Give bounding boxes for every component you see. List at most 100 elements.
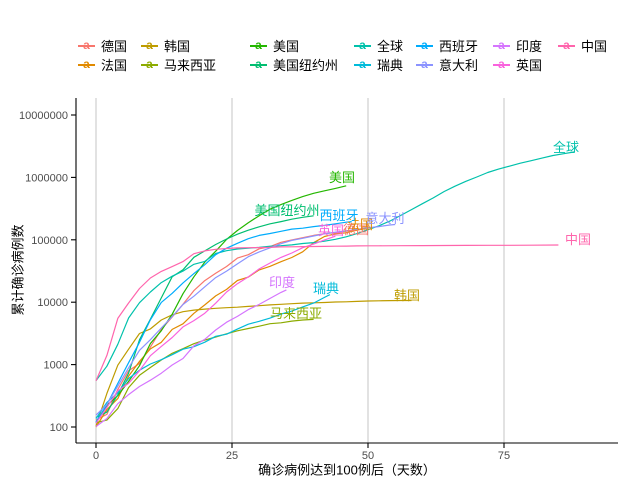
y-tick-label-100: 100: [50, 422, 68, 434]
series-label-china: 中国: [565, 232, 591, 247]
series-line-germany: [95, 229, 358, 421]
x-tick-label-25: 25: [226, 450, 238, 462]
legend-key-italy: a: [416, 57, 433, 72]
legend-key-spain: a: [416, 38, 433, 53]
legend-key-glyph: a: [498, 38, 505, 52]
y-tick-label-1000: 1000: [44, 360, 68, 372]
series-label-malaysia: 马来西亚: [270, 306, 322, 321]
series-line-malaysia: [95, 318, 314, 424]
series-label-global: 全球: [553, 140, 579, 155]
series-line-south-korea: [95, 299, 412, 427]
legend-key-france: a: [78, 57, 95, 72]
legend-label-uk: 英国: [516, 58, 543, 73]
legend-label-us-new-york: 美国纽约州: [273, 58, 339, 73]
legend-item-sweden: a 瑞典: [354, 55, 404, 73]
series-label-south-korea: 韩国: [394, 288, 420, 303]
x-axis-title: 确诊病例达到100例后（天数）: [258, 462, 436, 478]
legend-key-glyph: a: [359, 38, 366, 52]
legend-key-line: [354, 64, 371, 66]
x-tick-label-75: 75: [498, 450, 510, 462]
legend-key-glyph: a: [421, 57, 428, 71]
legend-label-china: 中国: [581, 39, 608, 54]
legend-label-usa: 美国: [273, 39, 300, 54]
legend-item-france: a 法国: [78, 55, 128, 73]
series-label-sweden: 瑞典: [313, 281, 339, 296]
legend-key-line: [250, 64, 267, 66]
legend-label-italy: 意大利: [439, 58, 479, 73]
legend-label-malaysia: 马来西亚: [164, 58, 217, 73]
legend-item-malaysia: a 马来西亚: [141, 55, 217, 73]
y-tick-label-10000000: 10000000: [19, 110, 68, 122]
legend-key-line: [250, 45, 267, 47]
legend-key-glyph: a: [255, 57, 262, 71]
legend-key-line: [416, 45, 433, 47]
legend-key-malaysia: a: [141, 57, 158, 72]
legend-key-line: [558, 45, 575, 47]
series-line-china: [95, 244, 559, 382]
legend-key-line: [141, 64, 158, 66]
legend-key-line: [78, 64, 95, 66]
legend-label-france: 法国: [101, 58, 128, 73]
legend-label-germany: 德国: [101, 39, 128, 54]
series-line-italy: [95, 223, 396, 416]
y-axis-title: 累计确诊病例数: [10, 224, 26, 316]
series-line-usa: [95, 185, 347, 423]
legend-key-uk: a: [493, 57, 510, 72]
legend-label-global: 全球: [377, 39, 404, 54]
legend-key-glyph: a: [146, 57, 153, 71]
x-tick-label-0: 0: [93, 450, 99, 462]
legend-item-italy: a 意大利: [416, 55, 479, 73]
series-line-france: [95, 228, 363, 428]
legend-key-glyph: a: [255, 38, 262, 52]
legend-key-line: [354, 45, 371, 47]
legend-key-glyph: a: [498, 57, 505, 71]
legend-key-line: [78, 45, 95, 47]
y-tick-label-1000000: 1000000: [25, 172, 68, 184]
legend-item-south-korea: a 韩国: [141, 36, 191, 54]
legend-label-india: 印度: [516, 39, 543, 54]
legend-key-line: [493, 45, 510, 47]
series-label-spain: 西班牙: [319, 208, 358, 223]
legend-label-spain: 西班牙: [439, 39, 479, 54]
series-label-france: 法国: [347, 217, 373, 232]
legend-key-sweden: a: [354, 57, 371, 72]
legend-key-glyph: a: [563, 38, 570, 52]
legend-key-glyph: a: [146, 38, 153, 52]
legend-key-china: a: [558, 38, 575, 53]
legend-item-germany: a 德国: [78, 36, 128, 54]
legend-item-usa: a 美国: [250, 36, 300, 54]
series-label-us-new-york: 美国纽约州: [254, 203, 319, 218]
series-label-italy: 意大利: [365, 211, 404, 226]
series-line-uk: [95, 235, 336, 424]
legend-key-glyph: a: [359, 57, 366, 71]
legend-key-india: a: [493, 38, 510, 53]
legend-item-china: a 中国: [558, 36, 608, 54]
legend-item-us-new-york: a 美国纽约州: [250, 55, 339, 73]
series-label-germany: 德国: [343, 222, 369, 237]
series-line-global: [95, 151, 575, 381]
series-line-sweden: [95, 294, 331, 419]
legend-key-global: a: [354, 38, 371, 53]
legend-item-global: a 全球: [354, 36, 404, 54]
legend-label-sweden: 瑞典: [377, 58, 404, 73]
series-label-india: 印度: [269, 275, 295, 290]
series-label-usa: 美国: [329, 170, 355, 185]
legend-key-glyph: a: [83, 38, 90, 52]
legend-key-us-new-york: a: [250, 57, 267, 72]
legend-key-glyph: a: [421, 38, 428, 52]
legend-key-line: [493, 64, 510, 66]
legend-key-germany: a: [78, 38, 95, 53]
legend-key-line: [416, 64, 433, 66]
y-tick-label-10000: 10000: [37, 297, 68, 309]
x-tick-label-50: 50: [362, 450, 374, 462]
series-line-india: [95, 289, 287, 427]
legend-key-south-korea: a: [141, 38, 158, 53]
series-label-uk: 英国: [318, 223, 344, 238]
legend-item-india: a 印度: [493, 36, 543, 54]
legend-key-glyph: a: [83, 57, 90, 71]
legend-label-south-korea: 韩国: [164, 39, 191, 54]
legend-key-line: [141, 45, 158, 47]
legend-item-spain: a 西班牙: [416, 36, 479, 54]
